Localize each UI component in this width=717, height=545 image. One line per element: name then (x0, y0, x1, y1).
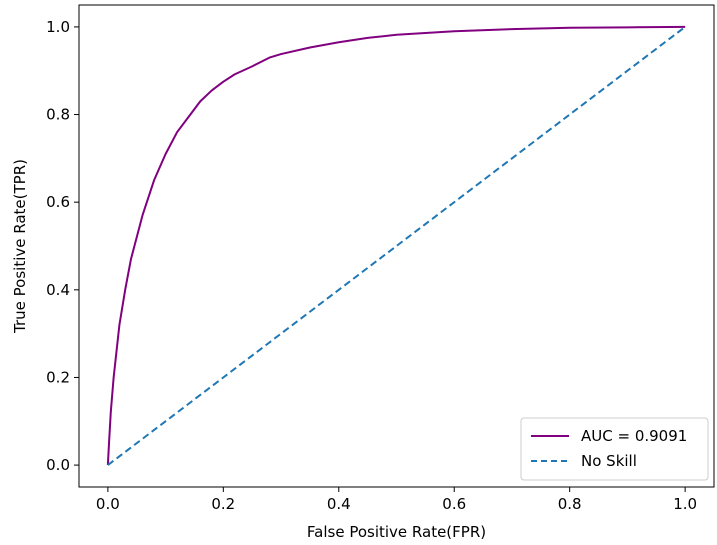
legend: AUC = 0.9091 No Skill (520, 417, 709, 481)
y-tick-label: 0.6 (46, 193, 70, 211)
x-tick-label: 0.4 (327, 495, 351, 513)
y-tick-label: 0.0 (46, 456, 70, 474)
legend-label-no-skill: No Skill (581, 452, 637, 470)
y-tick-label: 0.2 (46, 368, 70, 386)
x-axis-label: False Positive Rate(FPR) (307, 523, 486, 541)
y-tick-label: 1.0 (46, 18, 70, 36)
x-tick-label: 1.0 (673, 495, 697, 513)
y-tick-label: 0.4 (46, 281, 70, 299)
series-line-roc-curve (106, 25, 686, 466)
y-axis-label: True Positive Rate(TPR) (11, 159, 29, 334)
x-tick-label: 0.8 (558, 495, 582, 513)
legend-box (520, 417, 709, 481)
x-tick-label: 0.0 (96, 495, 120, 513)
series-line-no-skill (107, 26, 686, 466)
plot-area (106, 25, 686, 466)
x-tick-label: 0.6 (442, 495, 466, 513)
plot-frame (78, 4, 715, 488)
legend-label-auc: AUC = 0.9091 (581, 427, 687, 445)
y-tick-label: 0.8 (46, 106, 70, 124)
x-tick-label: 0.2 (211, 495, 235, 513)
axes: 0.0 0.2 0.4 0.6 0.8 1.0 0.0 0.2 0.4 0.6 0.8 1.0 (46, 4, 715, 513)
